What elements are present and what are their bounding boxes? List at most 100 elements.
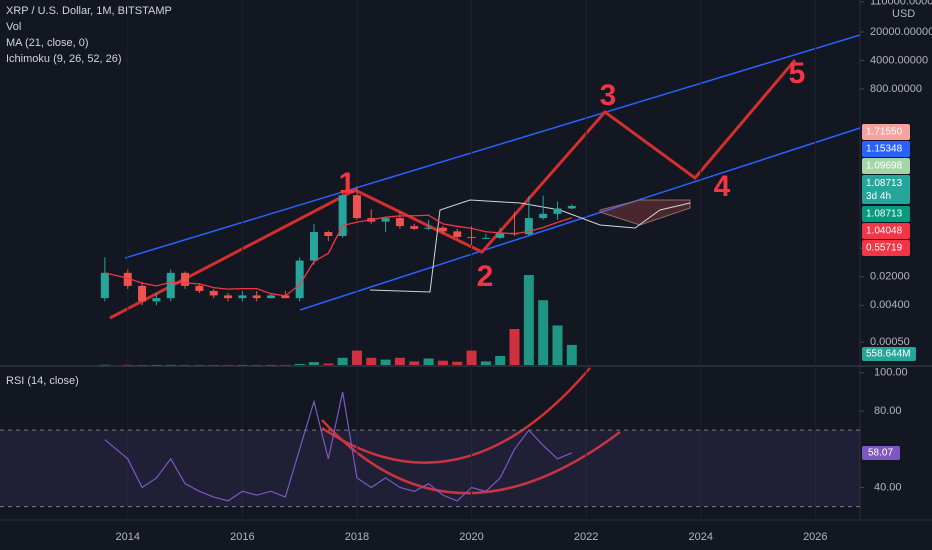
indicator-label: Vol bbox=[6, 21, 21, 33]
x-tick-label: 2026 bbox=[803, 531, 827, 543]
indicator-label: MA (21, close, 0) bbox=[6, 37, 89, 49]
candle-body bbox=[166, 272, 175, 299]
volume-bar bbox=[208, 364, 219, 366]
volume-bar bbox=[538, 300, 549, 365]
candle-body bbox=[553, 208, 562, 214]
wave-path bbox=[109, 59, 797, 320]
rsi-badge bbox=[862, 445, 900, 460]
volume-bar bbox=[223, 364, 234, 366]
volume-bar bbox=[523, 275, 534, 365]
volume-bar bbox=[480, 361, 491, 365]
volume-bar bbox=[466, 350, 477, 365]
x-tick-label: 2016 bbox=[230, 531, 254, 543]
volume-bar bbox=[266, 364, 277, 366]
y-tick-label: 100.00 bbox=[874, 367, 908, 379]
volume-bar bbox=[99, 364, 110, 366]
volume-badge-label: 558.644M bbox=[866, 349, 910, 360]
candle-body bbox=[267, 295, 276, 299]
price-badge bbox=[862, 158, 910, 174]
volume-bar bbox=[137, 364, 148, 366]
price-badge bbox=[862, 206, 910, 222]
candle-body bbox=[395, 218, 404, 227]
y-tick-label: 40.00 bbox=[874, 481, 902, 493]
volume-bar bbox=[366, 357, 377, 365]
candle-body bbox=[309, 232, 318, 261]
volume-bar bbox=[337, 357, 348, 365]
x-tick-label: 2022 bbox=[574, 531, 598, 543]
volume-bar bbox=[180, 364, 191, 366]
volume-bar bbox=[280, 364, 291, 366]
wave-label: 3 bbox=[600, 79, 617, 112]
rsi-arc-upper bbox=[321, 367, 591, 464]
wave-label: 1 bbox=[339, 167, 356, 200]
volume-bar bbox=[237, 364, 248, 366]
x-tick-label: 2014 bbox=[116, 531, 140, 543]
price-badge-label: 1.08713 bbox=[866, 209, 903, 220]
candle-body bbox=[123, 272, 132, 286]
volume-bar bbox=[394, 357, 405, 365]
price-badge-label: 1.09698 bbox=[866, 161, 903, 172]
channel-lower bbox=[299, 127, 861, 311]
y-tick-label: 4000.00000 bbox=[870, 54, 928, 66]
candle-body bbox=[338, 195, 347, 237]
x-tick-label: 2020 bbox=[459, 531, 483, 543]
x-tick-label: 2018 bbox=[345, 531, 369, 543]
candle-body bbox=[496, 232, 505, 238]
candle-body bbox=[324, 232, 333, 237]
price-badge-label: 1.08713 3d 4h bbox=[866, 178, 903, 202]
x-tick-label: 2024 bbox=[688, 531, 712, 543]
y-tick-label: 20000.00000 bbox=[870, 26, 932, 38]
rsi-badge-label: 58.07 bbox=[868, 448, 893, 459]
symbol-title: XRP / U.S. Dollar, 1M, BITSTAMP bbox=[6, 5, 172, 17]
candle-body bbox=[410, 226, 419, 229]
rsi-band-fill bbox=[0, 430, 860, 507]
candle-body bbox=[467, 236, 476, 238]
candle-body bbox=[281, 295, 290, 299]
volume-bar bbox=[380, 359, 391, 365]
y-tick-label: 0.00400 bbox=[870, 299, 910, 311]
price-badge bbox=[862, 240, 910, 256]
price-badge-label: 1.71550 bbox=[866, 127, 903, 138]
y-tick-label: 0.02000 bbox=[870, 271, 910, 283]
ichimoku-cloud bbox=[599, 199, 691, 226]
badge-line: 1.08713 bbox=[866, 178, 903, 189]
candle-body bbox=[381, 218, 390, 222]
volume-bar bbox=[308, 362, 319, 365]
candle-body bbox=[152, 298, 161, 302]
channel-upper bbox=[124, 34, 861, 259]
candle-body bbox=[352, 195, 361, 219]
volume-bar bbox=[437, 360, 448, 365]
candle-body bbox=[224, 295, 233, 299]
currency-label: USD bbox=[892, 8, 915, 20]
volume-bar bbox=[294, 363, 305, 365]
price-badge bbox=[862, 141, 910, 157]
wave-label: 4 bbox=[714, 170, 731, 203]
volume-bar bbox=[194, 364, 205, 366]
candle-body bbox=[424, 227, 433, 229]
candle-body bbox=[295, 260, 304, 299]
candle-body bbox=[238, 295, 247, 299]
y-tick-label: 800.00000 bbox=[870, 83, 922, 95]
price-badge bbox=[862, 124, 910, 140]
candle-body bbox=[567, 205, 576, 209]
volume-bar bbox=[566, 344, 577, 365]
price-badge bbox=[862, 223, 910, 239]
volume-bar bbox=[409, 361, 420, 365]
volume-badge bbox=[862, 347, 916, 361]
volume-bar bbox=[122, 364, 133, 366]
candle-body bbox=[481, 237, 490, 239]
volume-bar bbox=[351, 350, 362, 365]
y-tick-label: 110000.00000 bbox=[870, 0, 932, 8]
candle-body bbox=[195, 285, 204, 291]
candle-body bbox=[524, 218, 533, 235]
wave-label: 5 bbox=[789, 57, 806, 90]
volume-bar bbox=[251, 364, 262, 366]
rsi-title: RSI (14, close) bbox=[6, 375, 79, 387]
candle-body bbox=[453, 231, 462, 237]
price-badge-label: 0.55719 bbox=[866, 243, 903, 254]
volume-bar bbox=[495, 356, 506, 365]
volume-bar bbox=[323, 363, 334, 365]
candle-body bbox=[138, 285, 147, 302]
y-tick-label: 80.00 bbox=[874, 405, 902, 417]
volume-bar bbox=[509, 329, 520, 365]
